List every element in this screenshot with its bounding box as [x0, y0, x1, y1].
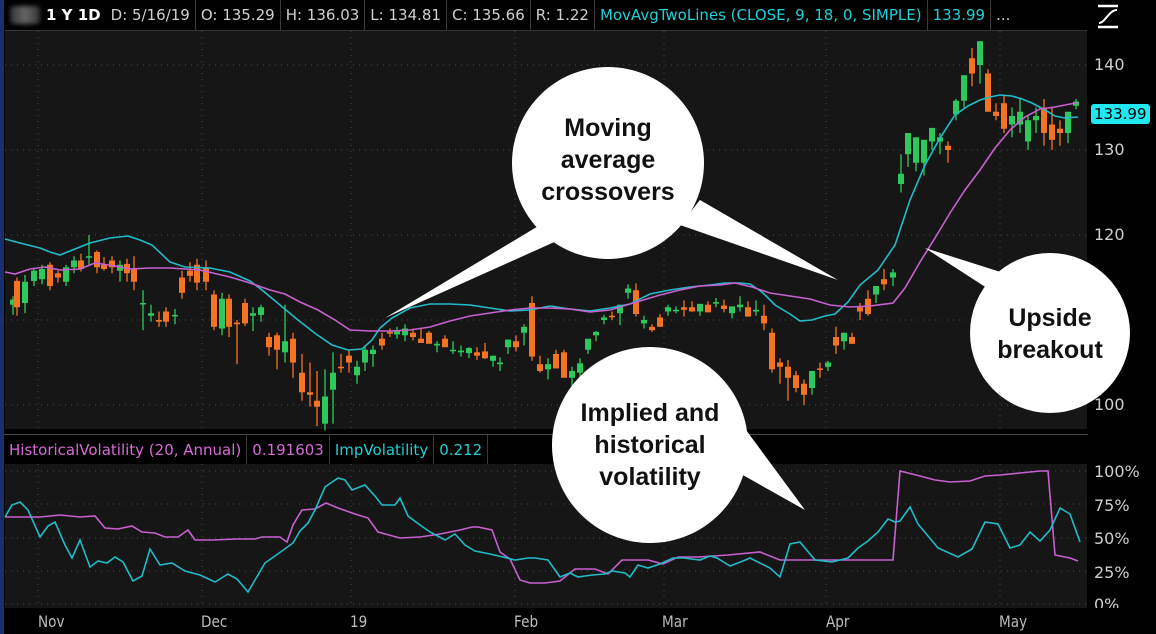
- callout-vol-bubble: [552, 347, 748, 543]
- date-label: D: 5/16/19: [106, 0, 196, 30]
- callout-vol-line2: historical: [594, 431, 706, 459]
- chart-header: 1 Y 1D D: 5/16/19 O: 135.29 H: 136.03 L:…: [4, 0, 1088, 30]
- callout-vol-line3: volatility: [599, 463, 701, 491]
- vol-tick-75: 75%: [1094, 496, 1130, 515]
- x-tick-apr: Apr: [826, 612, 850, 631]
- open-label: O: 135.29: [196, 0, 281, 30]
- callout-breakout-line2: breakout: [997, 336, 1103, 364]
- timeframe-label[interactable]: 1 Y 1D: [46, 6, 101, 24]
- left-edge-bar: [0, 0, 4, 634]
- vol-tick-0: 0%: [1094, 595, 1120, 608]
- study-value: 133.99: [928, 0, 992, 30]
- callout-ma-line3: crossovers: [541, 178, 675, 206]
- price-tick-120: 120: [1094, 225, 1125, 244]
- symbol-blurred[interactable]: [10, 6, 40, 24]
- x-tick-dec: Dec: [201, 612, 228, 631]
- vol-tick-25: 25%: [1094, 563, 1130, 582]
- study-label[interactable]: MovAvgTwoLines (CLOSE, 9, 18, 0, SIMPLE): [595, 0, 928, 30]
- close-label: C: 135.66: [447, 0, 531, 30]
- iv-value: 0.212: [434, 435, 489, 465]
- x-tick-feb: Feb: [514, 612, 539, 631]
- callout-breakout-line1: Upside: [1008, 304, 1092, 332]
- callout-breakout-bubble: [970, 253, 1130, 413]
- x-tick-19: 19: [350, 612, 368, 631]
- callout-ma-text: Moving average crossovers: [528, 112, 688, 208]
- price-tick-130: 130: [1094, 140, 1125, 159]
- drawing-tool-button[interactable]: [1095, 3, 1121, 29]
- hv-value: 0.191603: [247, 435, 330, 465]
- price-tick-140: 140: [1094, 55, 1125, 74]
- callout-vol-pointer: [725, 415, 805, 510]
- callout-vol-line1: Implied and: [580, 399, 720, 427]
- curve-icon: [1098, 4, 1118, 29]
- current-price-tag: 133.99: [1091, 104, 1150, 124]
- low-label: L: 134.81: [365, 0, 447, 30]
- high-label: H: 136.03: [281, 0, 366, 30]
- hv-label[interactable]: HistoricalVolatility (20, Annual): [4, 435, 248, 465]
- x-tick-nov: Nov: [38, 612, 65, 631]
- vol-tick-50: 50%: [1094, 529, 1130, 548]
- callout-vol-text: Implied and historical volatility: [560, 397, 740, 493]
- iv-label[interactable]: ImpVolatility: [330, 435, 435, 465]
- volatility-header: HistoricalVolatility (20, Annual) 0.1916…: [4, 434, 1088, 465]
- time-axis[interactable]: [5, 608, 1088, 634]
- callout-ma-line1: Moving: [564, 114, 652, 142]
- range-label: R: 1.22: [531, 0, 595, 30]
- callout-ma-pointer-right: [680, 200, 838, 280]
- callout-ma-line2: average: [560, 146, 656, 174]
- more-button[interactable]: ...: [996, 6, 1011, 24]
- price-tick-100: 100: [1094, 395, 1125, 414]
- x-tick-mar: Mar: [662, 612, 688, 631]
- vol-tick-100: 100%: [1094, 462, 1140, 481]
- volatility-chart-panel[interactable]: [5, 464, 1087, 608]
- callout-breakout-pointer: [925, 248, 1010, 290]
- callout-ma-bubble: [512, 67, 704, 259]
- x-tick-may: May: [999, 612, 1028, 631]
- callout-ma-pointer-left: [385, 225, 570, 318]
- callout-breakout-text: Upside breakout: [985, 302, 1115, 366]
